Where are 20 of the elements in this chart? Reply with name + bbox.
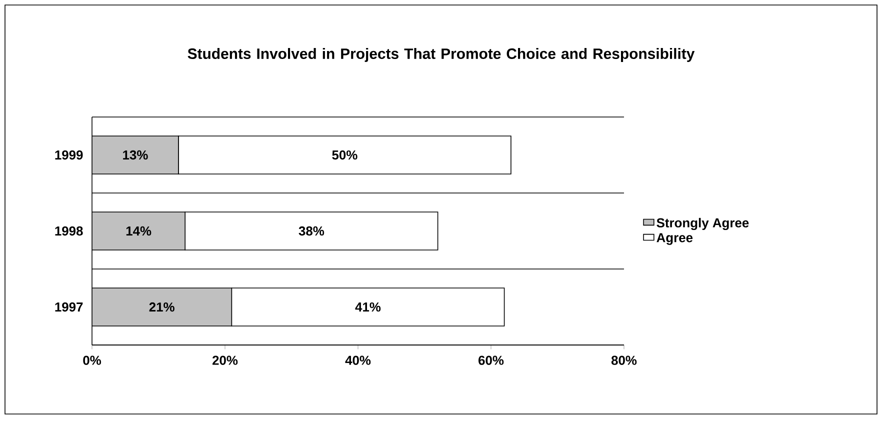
data-label: 41% xyxy=(355,302,381,312)
data-label: 50% xyxy=(332,150,358,160)
data-label: 21% xyxy=(149,302,174,312)
data-label: 14% xyxy=(126,226,152,236)
y-tick-label: 1998 xyxy=(55,226,83,236)
chart-title: Students Involved in Projects That Promote Choice and Responsibility xyxy=(188,48,695,62)
bar xyxy=(92,288,232,326)
x-tick-label: 80% xyxy=(611,356,637,365)
y-tick-label: 1997 xyxy=(55,302,83,312)
legend-label: Strongly Agree xyxy=(656,218,749,230)
data-label: 13% xyxy=(123,150,148,160)
bar xyxy=(92,212,186,250)
bar xyxy=(92,136,179,174)
data-label: 38% xyxy=(298,226,324,236)
x-tick-label: 20% xyxy=(212,356,238,365)
legend-label: Agree xyxy=(656,233,693,245)
x-tick-label: 40% xyxy=(345,356,371,365)
x-tick-label: 60% xyxy=(478,356,504,365)
x-tick-label: 0% xyxy=(83,356,102,365)
y-tick-label: 1999 xyxy=(55,150,83,160)
